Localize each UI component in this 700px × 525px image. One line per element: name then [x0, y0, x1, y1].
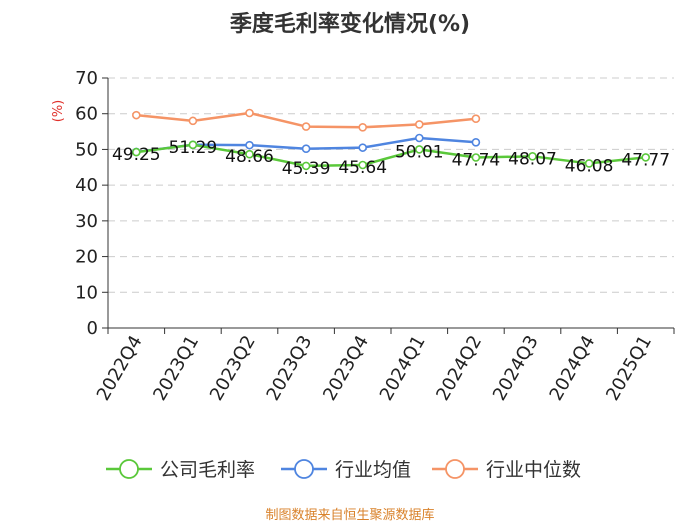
- y-axis-unit: (%): [51, 100, 66, 123]
- source-note: 制图数据来自恒生聚源数据库: [265, 507, 434, 523]
- legend-marker-icon: [119, 459, 139, 479]
- x-tick-label: 2023Q4: [319, 332, 373, 404]
- x-tick-label: 2024Q3: [489, 332, 543, 404]
- legend-label: 行业均值: [335, 459, 411, 481]
- y-tick-label: 30: [75, 211, 98, 232]
- series-point: [471, 114, 481, 124]
- data-labels: 49.25 51.29 48.66 45.39 45.64 50.01 47.74 48.07…: [112, 138, 670, 179]
- data-label: 45.39: [282, 159, 331, 179]
- grid-lines: [108, 77, 674, 293]
- series-point: [132, 110, 141, 120]
- y-tick-label: 20: [75, 247, 98, 268]
- series-lines: [132, 108, 651, 171]
- series-point: [358, 160, 368, 170]
- legend-label: 公司毛利率: [160, 459, 255, 481]
- legend-item: 行业均值: [281, 459, 411, 481]
- chart-title: 季度毛利率变化情况(%): [230, 11, 470, 37]
- data-label: 50.01: [395, 142, 444, 162]
- series-point: [188, 140, 198, 150]
- series-point: [641, 153, 651, 162]
- series-point: [245, 149, 254, 159]
- x-tick-label: 2024Q1: [376, 332, 430, 404]
- series-point: [301, 122, 311, 131]
- legend-marker-icon: [445, 459, 465, 479]
- data-label: 48.66: [225, 147, 274, 167]
- data-label: 51.29: [169, 138, 218, 158]
- y-tick-label: 70: [75, 68, 98, 89]
- data-label: 45.64: [338, 158, 387, 178]
- x-tick-label: 2023Q1: [149, 332, 203, 404]
- series-point: [414, 133, 424, 143]
- x-tick-label: 2024Q2: [432, 332, 486, 404]
- series-point: [245, 140, 254, 150]
- series-point: [132, 147, 141, 157]
- data-label: 46.08: [565, 156, 614, 176]
- y-tick-label: 10: [75, 282, 98, 303]
- x-tick-label: 2025Q1: [602, 332, 656, 404]
- y-tick-label: 50: [75, 139, 98, 160]
- y-tick-label: 40: [75, 175, 98, 196]
- series-point: [471, 153, 481, 162]
- series-point: [414, 120, 424, 129]
- data-label: 48.07: [508, 149, 557, 169]
- y-tick-label: 60: [75, 104, 98, 125]
- series-point: [584, 159, 594, 168]
- series-point: [188, 116, 198, 126]
- x-tick-label: 2023Q3: [263, 332, 317, 404]
- x-tick-label: 2023Q2: [206, 332, 260, 404]
- x-tick-label: 2022Q4: [93, 332, 147, 404]
- legend-item: 行业中位数: [432, 459, 581, 481]
- x-tick-label: 2024Q4: [546, 332, 600, 404]
- data-label: 49.25: [112, 145, 161, 165]
- data-label: 47.74: [452, 151, 501, 171]
- data-label: 47.77: [621, 150, 670, 170]
- series-point: [528, 152, 537, 161]
- series-line: [136, 143, 646, 168]
- series-point: [358, 143, 368, 152]
- series-point: [301, 144, 311, 154]
- y-tick-label: 0: [87, 318, 98, 339]
- legend-marker-icon: [294, 459, 314, 479]
- legend-label: 行业中位数: [486, 459, 581, 481]
- series-point: [414, 145, 424, 154]
- series-point: [471, 137, 481, 147]
- series-point: [358, 122, 368, 132]
- series-point: [301, 161, 311, 171]
- legend-item: 公司毛利率: [106, 459, 255, 481]
- series-point: [245, 108, 254, 118]
- legend: 公司毛利率 行业均值 行业中位数: [106, 459, 581, 481]
